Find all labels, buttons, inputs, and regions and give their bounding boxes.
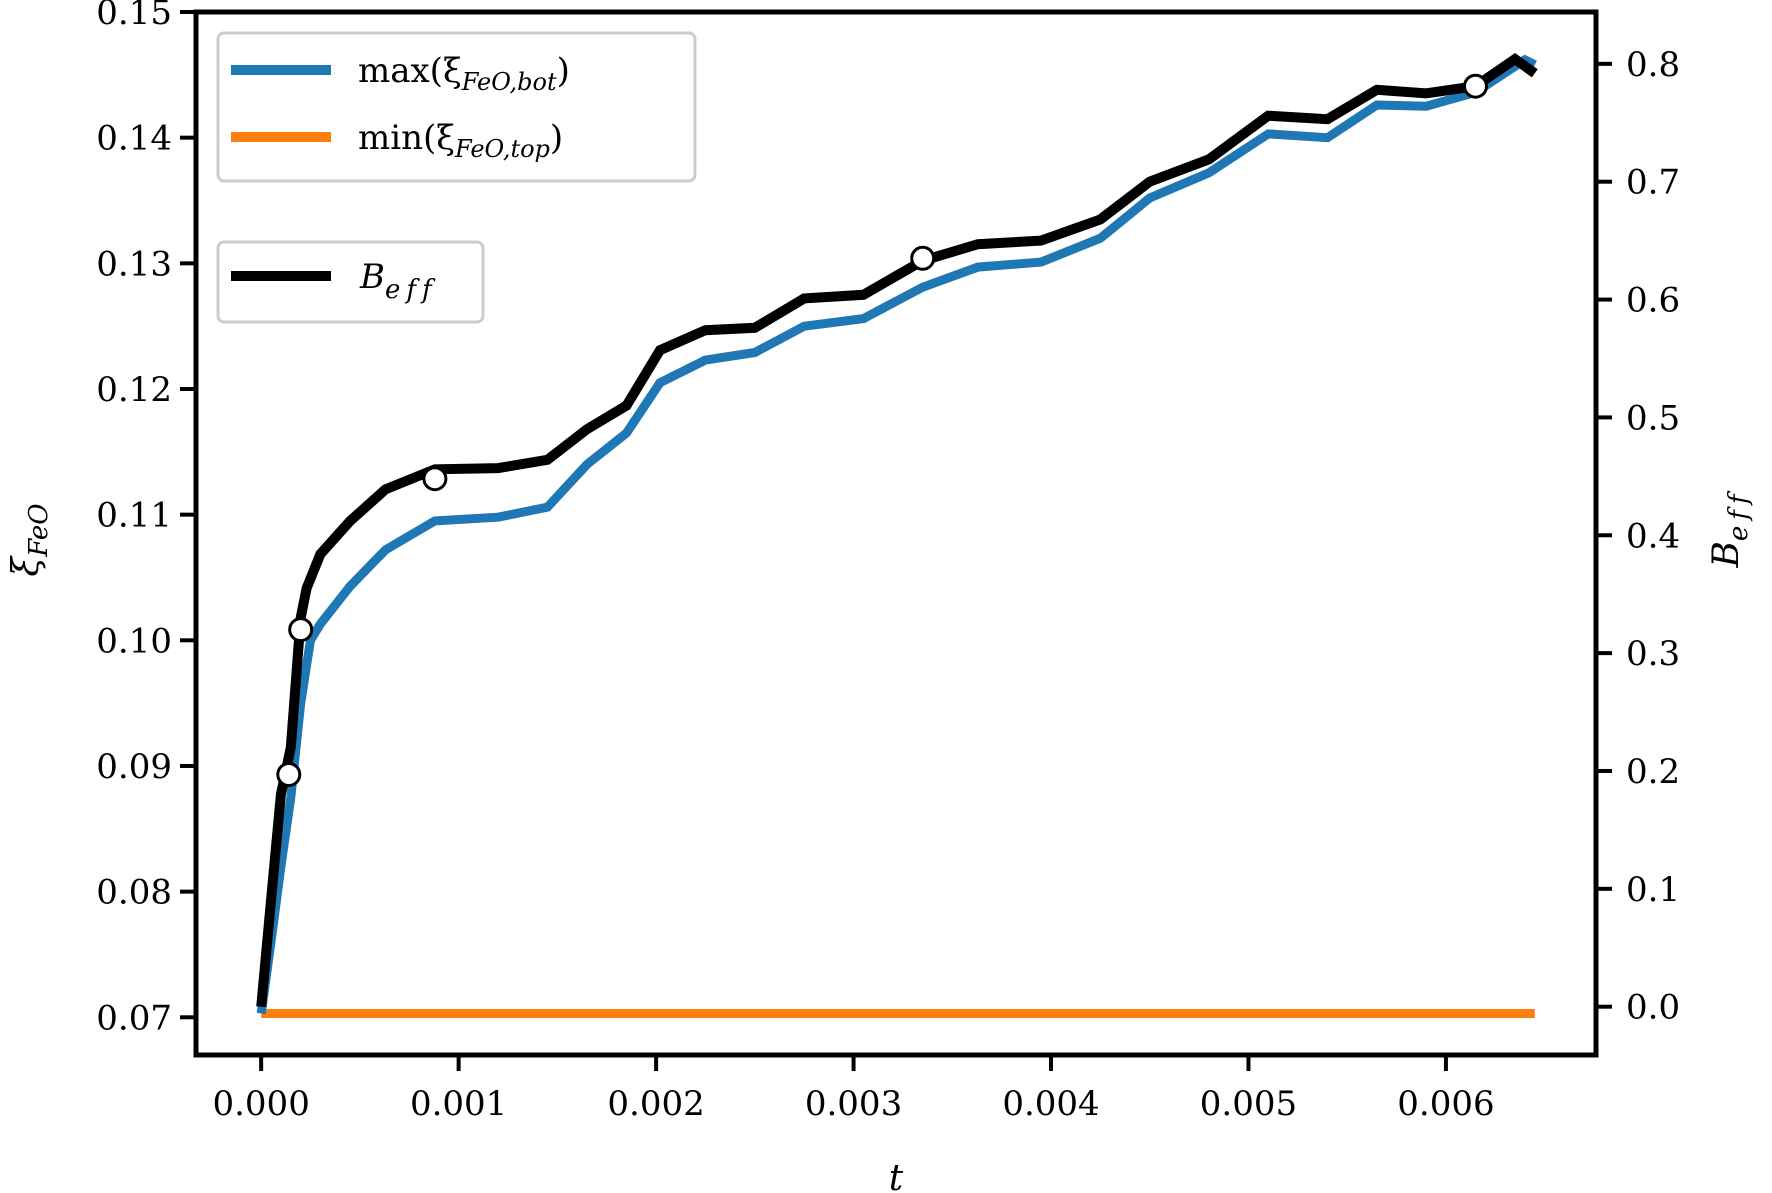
left-axis-sub: FeO [24,503,54,557]
left-y-tick-label: 0.15 [96,0,172,33]
right-y-tick-label: 0.0 [1626,988,1680,1028]
left-y-tick-label: 0.10 [96,621,172,661]
legend-max-sym: ξ [443,51,462,91]
right-axis-sym: B [1706,541,1747,568]
legend-min-suffix: ) [550,118,563,158]
series-line-beff [256,52,1538,1008]
beff-marker [288,617,314,643]
legend-max-prefix: max( [358,51,443,91]
right-y-axis: 0.0 0.1 0.2 0.3 0.4 0.5 0.6 0.7 0.8 [1596,45,1680,1028]
beff-marker [1463,73,1488,99]
right-y-tick-label: 0.3 [1626,634,1680,674]
left-y-tick-label: 0.12 [96,370,172,410]
x-tick-label: 0.000 [212,1084,309,1124]
right-y-tick-label: 0.1 [1626,870,1680,910]
x-tick-label: 0.004 [1002,1084,1099,1124]
beff-marker [422,466,448,492]
left-y-tick-label: 0.13 [96,244,172,284]
right-axis-sub: eff [1724,488,1754,541]
x-tick-label: 0.006 [1397,1084,1494,1124]
legend-min-prefix: min( [358,118,436,158]
x-tick-label: 0.002 [607,1084,704,1124]
legend-min-sym: ξ [436,118,455,158]
legend-main-box [216,31,697,183]
legend-label-min-top: min(ξFeO,top) [358,118,563,163]
beff-marker [276,762,302,787]
right-y-tick-label: 0.4 [1626,516,1680,556]
left-axis-title: ξFeO [6,503,54,576]
legend-beff: Beff [216,240,485,324]
left-axis-sym: ξ [6,555,47,577]
left-y-tick-label: 0.11 [96,496,172,536]
legend-max-suffix: ) [557,51,570,91]
x-tick-label: 0.001 [410,1084,507,1124]
beff-marker [910,245,936,271]
legend-min-sub: FeO,top [454,135,550,163]
left-y-axis: 0.07 0.08 0.09 0.10 0.11 0.12 0.13 0.14 0.15 [96,0,196,1038]
left-y-tick-label: 0.07 [96,998,172,1038]
legend-beff-sym: B [359,257,385,297]
plot-content [256,52,1538,1018]
right-y-tick-label: 0.2 [1626,752,1680,792]
legend-label-beff: Beff [359,257,438,305]
left-y-tick-label: 0.09 [96,747,172,787]
right-y-tick-label: 0.8 [1626,45,1680,85]
right-y-tick-label: 0.6 [1626,281,1680,321]
x-axis-title: t [889,1158,904,1193]
x-axis: 0.000 0.001 0.002 0.003 0.004 0.005 0.006 [212,1055,1495,1124]
right-axis-title: Beff [1706,488,1754,568]
x-tick-label: 0.003 [805,1084,902,1124]
legend-beff-sub: eff [385,275,438,305]
legend-label-max-bot: max(ξFeO,bot) [358,51,570,96]
legend-beff-box [216,240,485,324]
legend-max-sub: FeO,bot [461,68,557,96]
right-y-tick-label: 0.5 [1626,398,1680,438]
right-y-tick-label: 0.7 [1626,163,1680,203]
series-line-max-bot [256,54,1537,1015]
left-y-tick-label: 0.08 [96,873,172,913]
left-y-tick-label: 0.14 [96,119,172,159]
legend-main: max(ξFeO,bot) min(ξFeO,top) [216,31,697,183]
x-tick-label: 0.005 [1200,1084,1297,1124]
